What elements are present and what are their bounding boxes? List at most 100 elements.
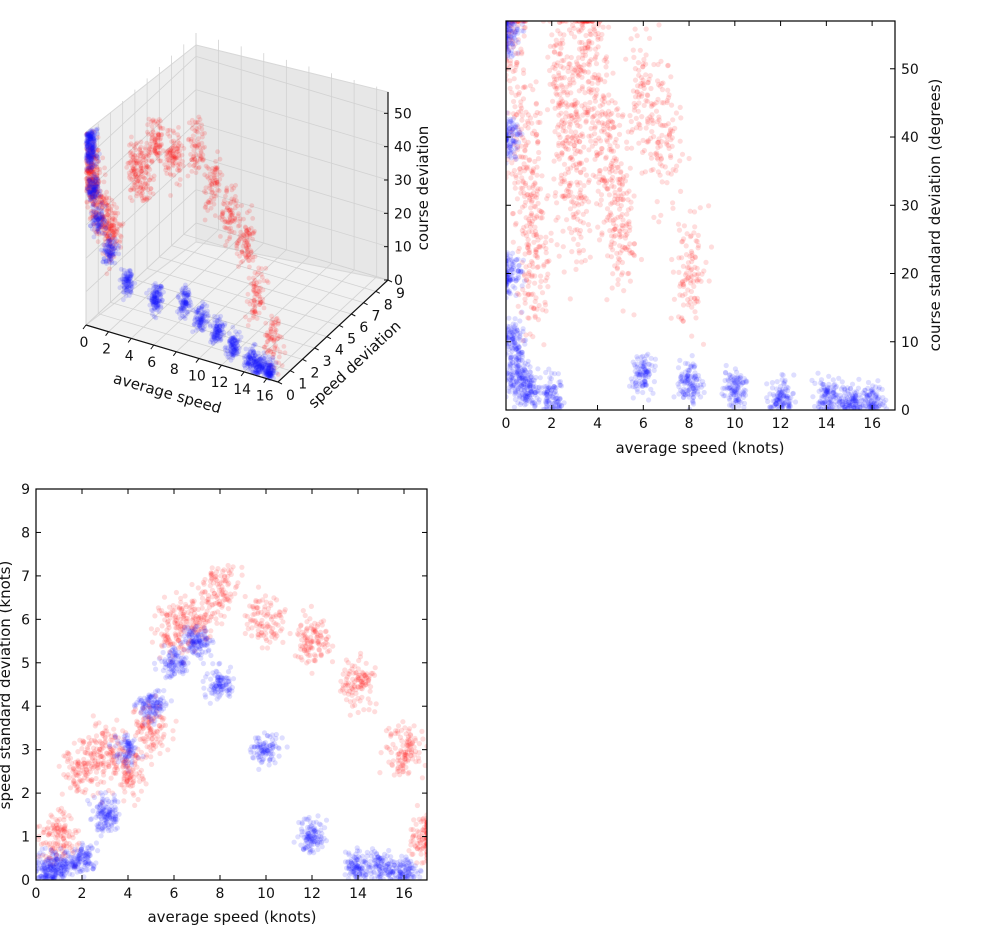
- grid-line-3d: [195, 189, 389, 248]
- data-point-3d-s0: [247, 301, 253, 307]
- data-point-3d-s0: [167, 171, 173, 177]
- data-point-3d-s0: [100, 199, 106, 205]
- data-point-s0: [557, 40, 563, 46]
- data-point-s0: [521, 84, 527, 90]
- data-point-3d-s0: [107, 225, 112, 231]
- data-point-s0: [512, 180, 518, 186]
- data-point-3d-s0: [203, 163, 209, 169]
- data-point-3d-s0: [268, 329, 274, 335]
- data-point-3d-s0: [165, 164, 171, 170]
- data-point-3d-s0: [189, 157, 195, 163]
- data-point-3d-s0: [146, 158, 152, 163]
- data-point-3d-s0: [246, 258, 252, 263]
- data-point-s0: [575, 71, 581, 77]
- data-point-3d-s0: [95, 189, 100, 194]
- data-point-3d-s0: [139, 171, 145, 177]
- grid-line-3d: [134, 279, 328, 338]
- data-point-3d-s0: [273, 359, 279, 365]
- data-point-3d-s1: [216, 325, 222, 331]
- data-point-3d-s0: [144, 140, 150, 146]
- data-point-s0: [648, 85, 654, 92]
- data-point-3d-s0: [257, 289, 263, 295]
- data-point-3d-s1: [95, 184, 101, 190]
- data-point-s1: [537, 375, 543, 381]
- y-tick-mark-3d: [338, 324, 344, 328]
- z-tick-label-3d: 40: [394, 140, 412, 156]
- data-point-s0: [641, 56, 647, 63]
- data-point-3d-s0: [222, 216, 227, 222]
- data-point-s0: [622, 245, 628, 251]
- data-point-3d-s0: [272, 337, 277, 343]
- data-point-s0: [583, 32, 589, 39]
- data-point-s0: [677, 104, 683, 110]
- data-point-3d-s0: [89, 154, 94, 160]
- data-point-s0: [689, 333, 695, 339]
- data-point-3d-s0: [95, 229, 101, 234]
- data-point-3d-s0: [231, 185, 237, 191]
- data-point-3d-s0: [166, 150, 172, 156]
- data-point-s0: [526, 291, 532, 297]
- data-point-3d-s0: [172, 143, 178, 149]
- data-point-s0: [588, 87, 594, 93]
- data-point-3d-s0: [91, 129, 97, 135]
- data-point-3d-s0: [90, 162, 96, 168]
- data-point-3d-s0: [170, 128, 176, 134]
- data-point-3d-s0: [87, 188, 93, 194]
- data-point-s0: [677, 283, 683, 289]
- data-point-3d-s0: [132, 145, 138, 151]
- x-tick-label-3d: 8: [170, 362, 179, 378]
- data-point-3d-s0: [86, 154, 92, 160]
- data-point-s0: [632, 77, 639, 83]
- data-point-s0: [643, 98, 649, 104]
- data-point-s0: [597, 113, 603, 119]
- data-point-3d-s0: [274, 346, 280, 352]
- data-point-s0: [604, 138, 611, 145]
- data-point-3d-s0: [142, 181, 148, 187]
- data-point-3d-s0: [99, 194, 105, 200]
- data-point-3d-s0: [88, 153, 93, 159]
- data-point-3d-s0: [98, 194, 103, 200]
- data-point-3d-s0: [252, 254, 258, 259]
- data-point-s0: [608, 242, 614, 248]
- data-point-3d-s0: [134, 160, 140, 166]
- data-point-s1: [826, 373, 832, 379]
- data-point-3d-s0: [91, 222, 97, 228]
- data-point-3d-s0: [111, 227, 116, 233]
- data-point-3d-s0: [94, 175, 100, 181]
- data-point-3d-s0: [92, 193, 98, 198]
- data-point-3d-s0: [100, 251, 106, 256]
- data-point-s1: [830, 377, 836, 383]
- data-point-s0: [576, 88, 582, 94]
- data-point-3d-s0: [106, 225, 112, 231]
- data-point-3d-s1: [91, 184, 97, 190]
- data-point-3d-s0: [202, 217, 208, 223]
- data-point-3d-s1: [154, 304, 160, 309]
- data-point-3d-s1: [121, 297, 126, 303]
- data-point-3d-s0: [167, 151, 173, 156]
- data-point-3d-s0: [102, 223, 107, 229]
- data-point-3d-s0: [176, 160, 182, 166]
- data-point-3d-s0: [241, 216, 246, 222]
- data-point-3d-s0: [144, 197, 150, 203]
- data-point-3d-s0: [131, 159, 136, 165]
- data-point-3d-s1: [250, 369, 256, 374]
- data-point-3d-s0: [131, 187, 137, 193]
- data-point-3d-s0: [96, 210, 102, 216]
- data-point-3d-s0: [244, 227, 249, 233]
- data-point-3d-s0: [91, 213, 96, 219]
- data-point-3d-s0: [215, 172, 221, 178]
- data-point-3d-s0: [89, 178, 95, 184]
- data-point-3d-s0: [155, 132, 161, 137]
- z-axis-label-3d: course deviation: [414, 126, 432, 251]
- data-point-3d-s0: [88, 209, 94, 214]
- data-point-s0: [532, 280, 538, 286]
- data-point-3d-s1: [93, 194, 99, 200]
- data-point-3d-s0: [85, 180, 90, 185]
- data-point-3d-s0: [134, 161, 140, 167]
- data-point-s0: [521, 70, 527, 76]
- data-point-s0: [544, 107, 551, 113]
- data-point-3d-s0: [108, 257, 114, 263]
- data-point-3d-s0: [271, 351, 277, 357]
- data-point-3d-s0: [91, 166, 96, 172]
- data-point-3d-s0: [146, 153, 152, 159]
